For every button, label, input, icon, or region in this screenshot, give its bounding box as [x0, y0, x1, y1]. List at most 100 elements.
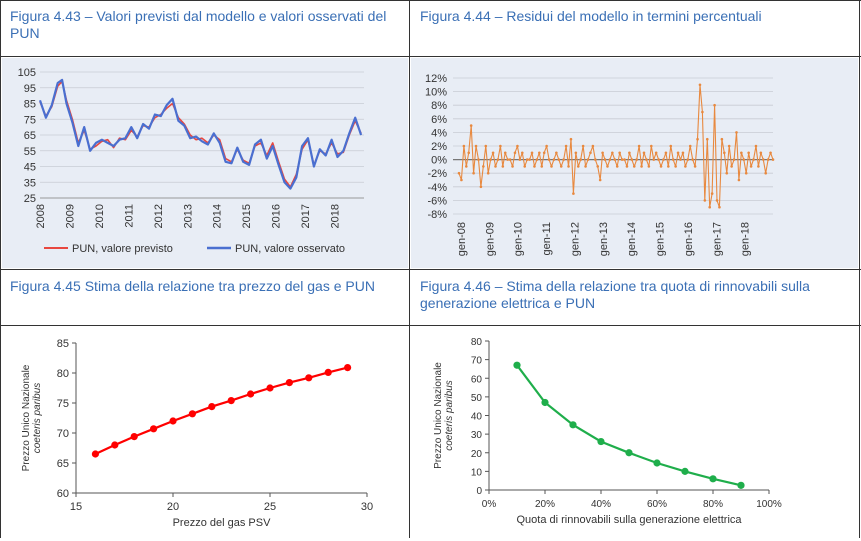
data-point [169, 417, 177, 425]
data-point [625, 449, 633, 457]
series-line-osservato [38, 78, 363, 190]
residual-point [559, 165, 563, 168]
data-point [111, 441, 119, 449]
chart-fig444: 12% 10%8% 6%4% 2% 0%-2% -4%-6% -8% gen-08 gen-09… [425, 73, 775, 256]
residual-point [484, 144, 488, 148]
residual-point [659, 165, 663, 168]
data-point [681, 467, 689, 475]
residual-point [764, 171, 767, 175]
residual-point [530, 151, 534, 155]
residual-point [589, 151, 592, 155]
residual-point [647, 165, 651, 168]
residual-point [472, 171, 475, 175]
y-tick-label: 75 [57, 398, 69, 410]
residual-point [550, 165, 553, 168]
residual-point [637, 144, 641, 148]
residual-point [757, 165, 760, 168]
residual-point [518, 158, 522, 161]
data-point [305, 374, 313, 382]
x-tick-label: gen-08 [456, 222, 468, 256]
x-tick-label: 30 [361, 501, 373, 513]
residual-point [720, 137, 724, 141]
residual-point [555, 151, 558, 155]
data-point [344, 364, 352, 372]
data-point [150, 425, 158, 433]
x-tick-label: 80% [703, 499, 723, 510]
residual-point [540, 165, 544, 168]
residual-point [737, 178, 741, 182]
residual-point [691, 158, 694, 161]
x-tick-label: 2018 [330, 204, 342, 228]
y-tick-label: 80 [57, 368, 69, 380]
residual-point [545, 144, 548, 148]
residual-point [569, 137, 573, 141]
residual-point [652, 158, 656, 161]
table-border-row1 [0, 56, 861, 57]
residual-point [557, 158, 561, 161]
x-tick-label: 20% [535, 499, 555, 510]
residual-point [564, 144, 568, 148]
x-tick-label: 2015 [241, 204, 253, 228]
residual-point [479, 185, 483, 189]
residual-point [474, 144, 478, 148]
panel-fig443-caption: Figura 4.43 – Valori previsti dal modell… [0, 0, 409, 56]
legend-label-previsto: PUN, valore previsto [72, 243, 173, 255]
residual-point [457, 171, 461, 175]
residual-point [499, 144, 502, 148]
y-tick-label: -8% [427, 209, 447, 221]
x-tick-label: gen-09 [484, 222, 496, 256]
y-tick-label: 20 [471, 449, 483, 460]
residual-point [525, 158, 529, 161]
x-tick-label: 2013 [182, 204, 194, 228]
residual-point [628, 151, 631, 155]
x-tick-label: 40% [591, 499, 611, 510]
residual-point [506, 158, 509, 161]
y-axis-title: Prezzo Unico Nazionale [433, 362, 444, 469]
y-tick-label: 65 [57, 458, 69, 470]
data-point [285, 379, 293, 387]
residual-point [662, 158, 665, 161]
residual-point [598, 178, 602, 182]
data-point [569, 421, 577, 429]
residual-point [516, 144, 519, 148]
residual-point [740, 151, 743, 155]
residual-point [749, 165, 753, 168]
y-axis-title-italic: coeteris paribus [32, 383, 43, 454]
data-point [266, 384, 274, 392]
y-tick-label: 80 [471, 337, 483, 348]
residual-point [674, 165, 677, 168]
residual-point [603, 158, 607, 161]
y-tick-label: 4% [431, 127, 447, 139]
x-tick-label: 2012 [153, 204, 165, 228]
x-tick-label: 0% [482, 499, 497, 510]
residual-point [542, 151, 546, 155]
y-tick-label: 30 [471, 430, 483, 441]
x-tick-label: 100% [756, 499, 782, 510]
y-tick-label: 60 [471, 374, 483, 385]
residual-point [523, 165, 527, 168]
data-point [188, 410, 196, 418]
residual-point [759, 151, 763, 155]
x-axis-title: Quota di rinnovabili sulla generazione e… [516, 514, 742, 526]
residual-point [489, 158, 492, 161]
residual-point [547, 158, 551, 161]
y-axis-title: Prezzo Unico Nazionale [21, 364, 32, 471]
residual-point [486, 171, 490, 175]
residual-point [623, 158, 626, 161]
residual-point [713, 103, 716, 107]
data-point [227, 397, 235, 405]
y-axis-title-italic: coeteris paribus [444, 380, 455, 451]
residual-point [686, 158, 690, 161]
residual-point [511, 165, 514, 168]
panel-fig445-caption: Figura 4.45 Stima della relazione tra pr… [0, 270, 409, 325]
legend-label-osservato: PUN, valore osservato [235, 243, 345, 255]
residual-point [635, 158, 638, 161]
residual-point [671, 158, 675, 161]
data-point [597, 437, 605, 446]
residual-point [754, 144, 758, 148]
x-tick-label: gen-15 [655, 222, 667, 256]
residual-point [477, 158, 480, 161]
residual-point [732, 158, 736, 161]
y-tick-label: 10% [425, 87, 447, 99]
